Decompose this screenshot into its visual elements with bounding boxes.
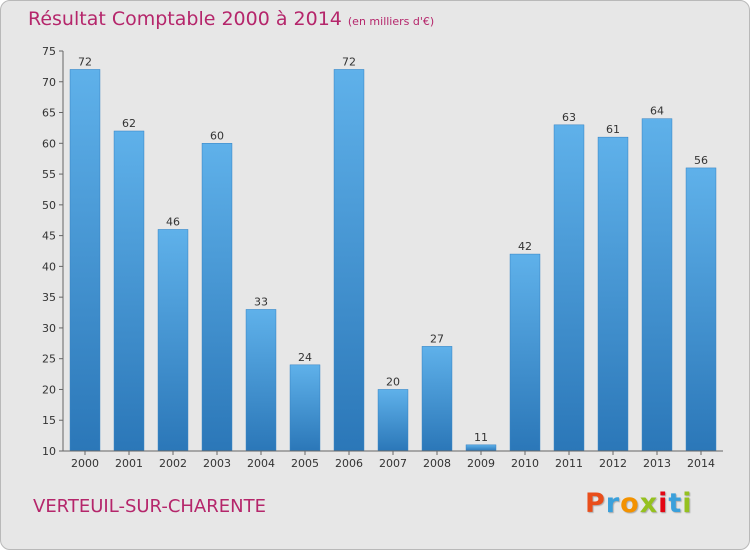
x-tick-label-2009: 2009	[467, 457, 495, 470]
data-label-2009: 11	[474, 431, 488, 444]
data-label-2006: 72	[342, 55, 356, 68]
y-tick-label: 70	[42, 76, 56, 89]
y-tick-label: 50	[42, 199, 56, 212]
data-label-2002: 46	[166, 215, 180, 228]
y-tick-label: 45	[42, 230, 56, 243]
bar-2012	[597, 136, 629, 452]
x-tick-label-2008: 2008	[423, 457, 451, 470]
bar-2006	[333, 69, 365, 452]
bar-2008	[421, 346, 453, 452]
y-tick-label: 15	[42, 414, 56, 427]
commune-name: VERTEUIL-SUR-CHARENTE	[33, 496, 266, 517]
data-label-2010: 42	[518, 240, 532, 253]
data-label-2007: 20	[386, 375, 400, 388]
logo-letter: r	[605, 488, 621, 519]
y-tick-label: 35	[42, 291, 56, 304]
data-label-2014: 56	[694, 154, 708, 167]
x-tick-label-2003: 2003	[203, 457, 231, 470]
title-text: Résultat Comptable 2000 à 2014	[28, 8, 342, 30]
bar-2014	[685, 167, 717, 452]
bar-2010	[509, 253, 541, 452]
y-tick-label: 65	[42, 107, 56, 120]
bar-2001	[113, 130, 145, 452]
logo-letter: t	[668, 488, 683, 519]
logo-letter: i	[682, 488, 693, 519]
logo-letter: i	[658, 488, 669, 519]
bar-2009	[465, 444, 497, 452]
data-label-2001: 62	[122, 117, 136, 130]
x-tick-label-2012: 2012	[599, 457, 627, 470]
data-label-2003: 60	[210, 129, 224, 142]
data-label-2004: 33	[254, 295, 268, 308]
bar-2007	[377, 389, 409, 452]
y-tick-label: 55	[42, 168, 56, 181]
x-tick-label-2005: 2005	[291, 457, 319, 470]
logo-letter: o	[620, 488, 640, 519]
bars-group: 72 62 46 60 33 24 72 20 27 11 42 63 61 64 56	[69, 55, 717, 452]
bar-2011	[553, 124, 585, 452]
axes-group: 10 15 20 25 30 35 40 45 50 55 60 65 70 75 2000 2001 2002…	[42, 45, 723, 470]
x-tick-label-2011: 2011	[555, 457, 583, 470]
chart-subtitle: (en milliers d'€)	[347, 15, 435, 28]
y-tick-label: 40	[42, 260, 56, 273]
bar-2002	[157, 229, 189, 452]
bar-2000	[69, 69, 101, 452]
data-label-2008: 27	[430, 332, 444, 345]
data-label-2000: 72	[78, 55, 92, 68]
proxiti-logo: Proxiti	[585, 488, 693, 519]
logo-letter: x	[639, 488, 659, 519]
bar-2004	[245, 309, 277, 452]
y-tick-label: 25	[42, 353, 56, 366]
x-tick-label-2001: 2001	[115, 457, 143, 470]
x-tick-label-2004: 2004	[247, 457, 275, 470]
data-label-2012: 61	[606, 123, 620, 136]
y-tick-label: 20	[42, 383, 56, 396]
x-tick-label-2006: 2006	[335, 457, 363, 470]
data-label-2011: 63	[562, 111, 576, 124]
bar-2005	[289, 364, 321, 452]
chart-title: Résultat Comptable 2000 à 2014 (en millie…	[28, 8, 434, 30]
y-tick-label: 30	[42, 322, 56, 335]
x-tick-label-2013: 2013	[643, 457, 671, 470]
y-tick-label: 10	[42, 445, 56, 458]
logo-letter: P	[585, 488, 606, 519]
y-tick-label: 75	[42, 45, 56, 58]
x-tick-label-2007: 2007	[379, 457, 407, 470]
bar-2003	[201, 143, 233, 452]
data-label-2005: 24	[298, 351, 312, 364]
x-tick-label-2000: 2000	[71, 457, 99, 470]
data-label-2013: 64	[650, 105, 664, 118]
x-tick-label-2010: 2010	[511, 457, 539, 470]
x-tick-label-2014: 2014	[687, 457, 715, 470]
x-tick-label-2002: 2002	[159, 457, 187, 470]
bar-2013	[641, 118, 673, 452]
y-tick-label: 60	[42, 137, 56, 150]
